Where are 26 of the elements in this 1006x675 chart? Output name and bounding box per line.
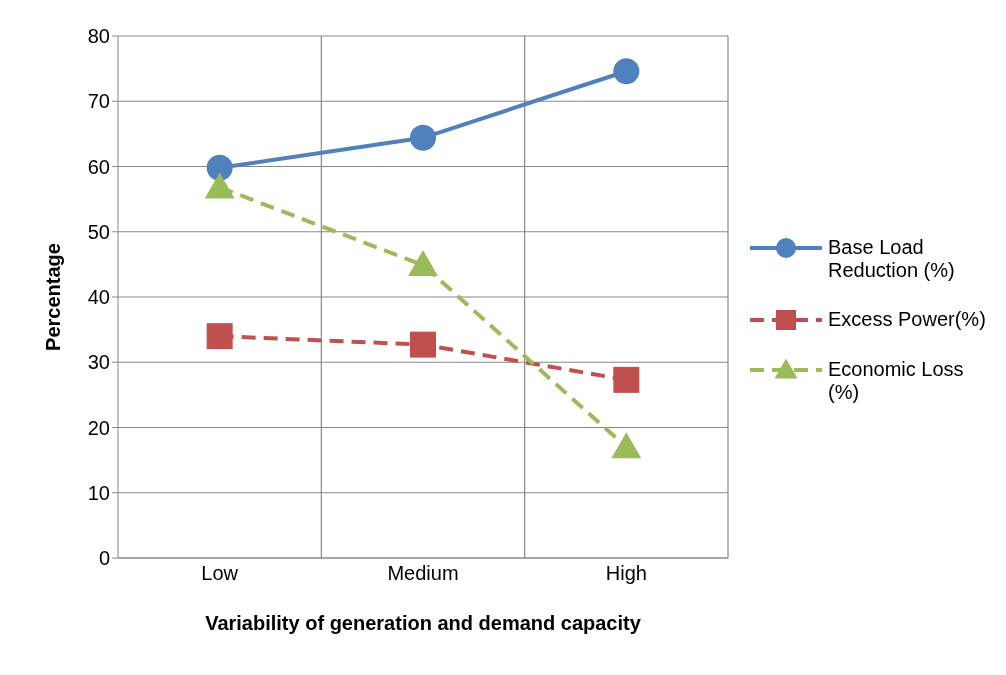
y-tick-label: 80 xyxy=(87,25,110,48)
point xyxy=(204,172,235,199)
point xyxy=(408,250,438,277)
point xyxy=(206,154,233,181)
legend-label: Economic Loss (%) xyxy=(828,358,965,404)
y-tick-label: 0 xyxy=(98,547,110,570)
point xyxy=(206,323,233,350)
point xyxy=(613,366,640,393)
x-tick-label: High xyxy=(605,562,647,585)
point xyxy=(410,124,436,151)
legend-label: Excess Power(%) xyxy=(828,308,986,331)
point xyxy=(611,432,642,459)
x-axis-title: Variability of generation and demand capacity xyxy=(205,612,642,634)
x-tick-label: Medium xyxy=(387,562,459,585)
y-tick-label: 40 xyxy=(87,286,110,309)
y-axis-title: Percentage xyxy=(42,243,65,351)
y-tick-label: 20 xyxy=(87,416,110,439)
y-tick-label: 70 xyxy=(87,90,110,113)
legend-label: Base Load Reduction (%) xyxy=(828,236,956,282)
y-tick-label: 10 xyxy=(87,481,110,504)
y-tick-label: 50 xyxy=(87,220,110,243)
y-tick-label: 30 xyxy=(87,351,110,374)
point xyxy=(410,331,436,358)
y-tick-label: 60 xyxy=(87,155,110,178)
x-tick-label: Low xyxy=(201,562,239,585)
point xyxy=(613,58,640,85)
